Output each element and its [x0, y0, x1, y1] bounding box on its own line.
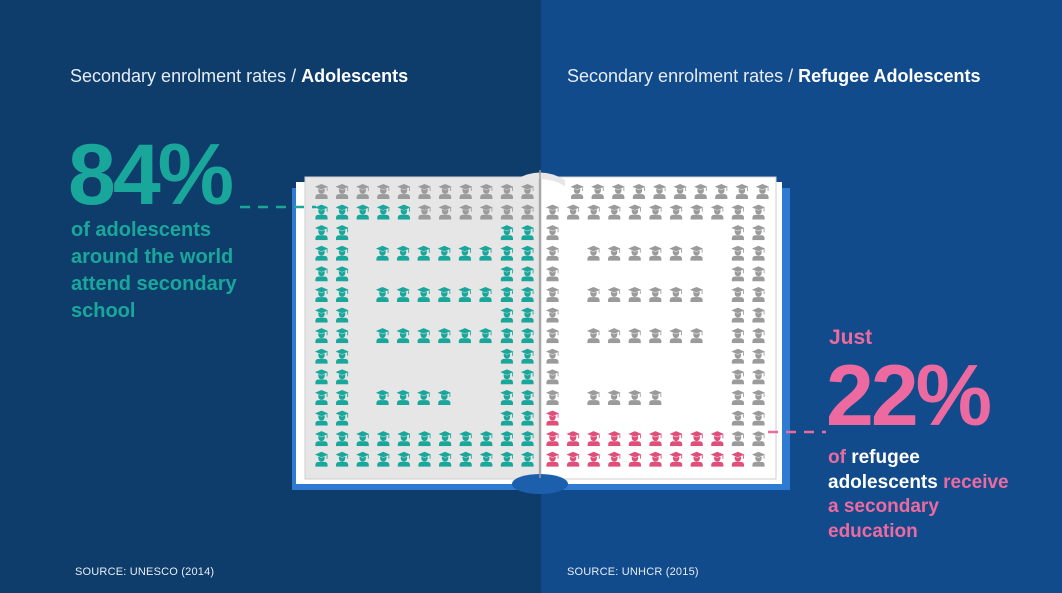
spine-bottom	[512, 474, 568, 494]
spine-top	[515, 172, 565, 186]
right-desc-of: of	[828, 447, 852, 468]
left-heading: Secondary enrolment rates / Adolescents	[70, 66, 408, 87]
right-desc-line-4: education	[828, 520, 918, 542]
right-heading-bold: Refugee Adolescents	[798, 66, 981, 86]
left-desc-line-4: school	[71, 300, 136, 322]
left-desc-line-3: attend secondary	[71, 273, 237, 295]
right-stat-value: 22%	[826, 348, 992, 444]
left-desc-line-2: around the world	[71, 246, 234, 268]
right-desc-line-3: a secondary	[828, 496, 939, 517]
right-pre-stat: Just	[829, 326, 873, 349]
right-source: SOURCE: UNHCR (2015)	[567, 566, 699, 578]
right-heading: Secondary enrolment rates / Refugee Adol…	[567, 66, 981, 87]
left-heading-prefix: Secondary enrolment rates /	[70, 66, 302, 86]
right-heading-prefix: Secondary enrolment rates /	[567, 66, 799, 86]
left-source: SOURCE: UNESCO (2014)	[75, 566, 215, 578]
left-stat-value: 84%	[68, 127, 234, 223]
left-stat-description: of adolescents around the world attend s…	[71, 217, 237, 325]
right-desc-refugee: refugee	[851, 447, 920, 468]
left-desc-line-1: of adolescents	[71, 219, 212, 241]
right-stat-description: of refugee adolescents receive a seconda…	[828, 446, 1009, 544]
right-desc-receive: receive	[937, 471, 1009, 493]
right-desc-adolescents: adolescents	[828, 471, 938, 493]
left-heading-bold: Adolescents	[301, 66, 409, 86]
